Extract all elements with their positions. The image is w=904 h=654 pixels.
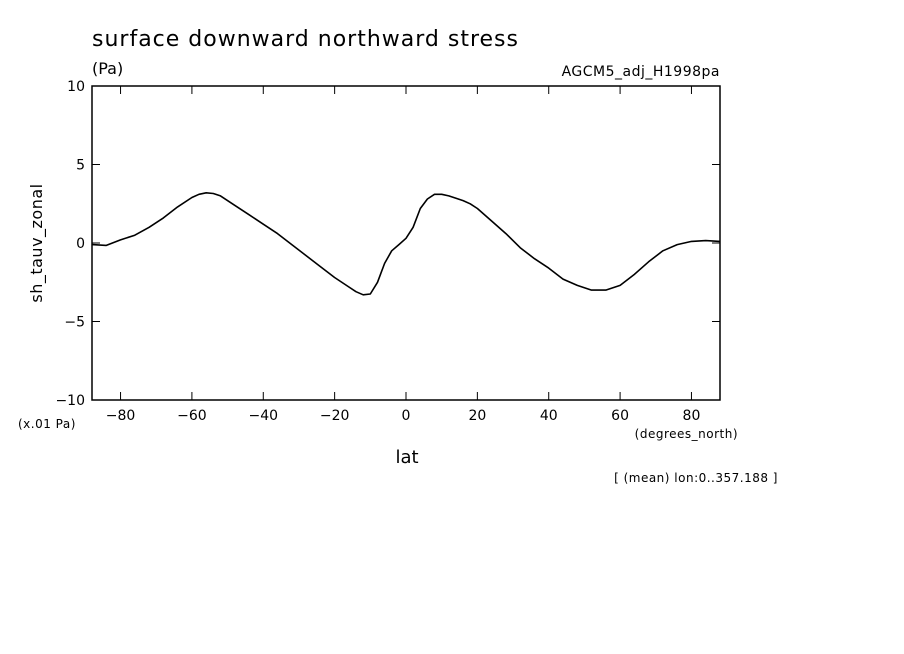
y-tick-label: −10	[55, 393, 85, 409]
y-tick-label: 0	[76, 236, 85, 252]
y-tick-label: 10	[67, 79, 85, 95]
y-scale-note: (x.01 Pa)	[18, 417, 76, 431]
units-label: (Pa)	[92, 59, 123, 78]
x-axis-label: lat	[395, 447, 418, 468]
x-tick-label: 0	[402, 408, 411, 424]
x-axis: −80 −60 −40 −20 0 20 40 60 80	[106, 86, 701, 424]
x-tick-label: −40	[248, 408, 278, 424]
x-tick-label: −20	[320, 408, 350, 424]
footnote: [ (mean) lon:0..357.188 ]	[614, 471, 778, 485]
x-tick-label: −80	[106, 408, 136, 424]
dataset-label: AGCM5_adj_H1998pa	[562, 64, 720, 80]
plot-frame	[91, 85, 721, 401]
y-tick-label: 5	[76, 158, 85, 174]
x-tick-label: 40	[540, 408, 558, 424]
y-tick-label: −5	[64, 315, 85, 331]
x-units-label: (degrees_north)	[635, 427, 738, 441]
y-axis-label: sh_tauv_zonal	[27, 183, 47, 302]
series-line	[91, 192, 721, 296]
x-tick-label: −60	[177, 408, 207, 424]
x-tick-label: 60	[611, 408, 629, 424]
y-axis: 10 5 0 −5 −10	[55, 79, 720, 409]
x-tick-label: 20	[468, 408, 486, 424]
chart-title: surface downward northward stress	[92, 27, 519, 52]
x-tick-label: 80	[683, 408, 701, 424]
